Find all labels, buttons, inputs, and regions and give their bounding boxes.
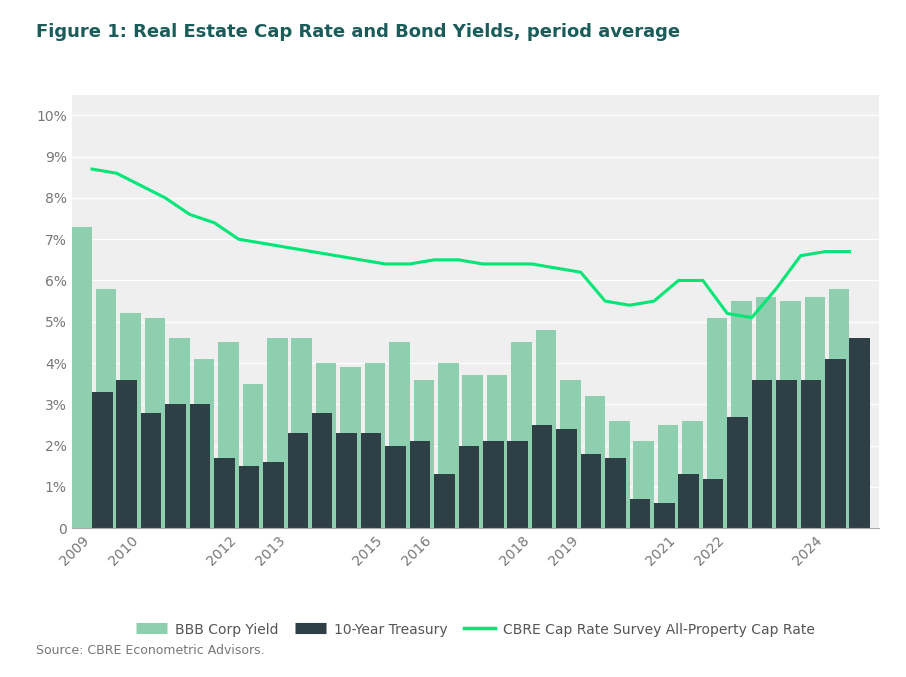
Bar — [145, 318, 165, 528]
Bar — [218, 343, 238, 528]
Bar — [507, 441, 528, 528]
Bar — [556, 429, 577, 528]
Bar — [679, 475, 699, 528]
Bar — [805, 297, 825, 528]
Bar — [385, 445, 406, 528]
Bar — [458, 445, 479, 528]
Bar — [410, 441, 430, 528]
Bar — [801, 380, 821, 528]
Bar — [287, 433, 308, 528]
Bar — [169, 338, 189, 528]
Bar — [336, 433, 357, 528]
Bar — [120, 313, 141, 528]
Bar — [96, 288, 117, 528]
Bar — [316, 363, 336, 528]
Bar — [341, 367, 361, 528]
Bar — [756, 297, 776, 528]
Bar — [776, 380, 796, 528]
Bar — [825, 359, 845, 528]
Bar — [165, 404, 186, 528]
Bar — [413, 380, 434, 528]
Bar — [850, 338, 870, 528]
Bar — [581, 454, 602, 528]
Bar — [141, 412, 161, 528]
Bar — [263, 462, 284, 528]
Bar — [682, 421, 703, 528]
Bar — [267, 338, 287, 528]
Bar — [390, 343, 410, 528]
Bar — [434, 475, 455, 528]
Bar — [654, 503, 675, 528]
Bar — [214, 458, 235, 528]
Bar — [584, 396, 605, 528]
Bar — [633, 441, 654, 528]
Text: Figure 1: Real Estate Cap Rate and Bond Yields, period average: Figure 1: Real Estate Cap Rate and Bond … — [36, 23, 680, 41]
Bar — [658, 425, 679, 528]
Bar — [365, 363, 385, 528]
Bar — [487, 375, 507, 528]
Bar — [703, 479, 723, 528]
Bar — [605, 458, 626, 528]
Bar — [243, 384, 263, 528]
Bar — [92, 392, 112, 528]
Bar — [752, 380, 772, 528]
Bar — [361, 433, 381, 528]
Bar — [829, 288, 850, 528]
Bar — [535, 330, 556, 528]
Bar — [238, 466, 259, 528]
Bar — [72, 227, 92, 528]
Bar — [189, 404, 210, 528]
Bar — [483, 441, 504, 528]
Bar — [780, 301, 801, 528]
Bar — [630, 499, 651, 528]
Bar — [532, 425, 553, 528]
Bar — [194, 359, 214, 528]
Bar — [707, 318, 728, 528]
Bar — [728, 416, 747, 528]
Bar — [609, 421, 630, 528]
Bar — [462, 375, 483, 528]
Bar — [438, 363, 458, 528]
Legend: BBB Corp Yield, 10-Year Treasury, CBRE Cap Rate Survey All-Property Cap Rate: BBB Corp Yield, 10-Year Treasury, CBRE C… — [130, 617, 821, 642]
Bar — [731, 301, 752, 528]
Bar — [117, 380, 137, 528]
Text: Source: CBRE Econometric Advisors.: Source: CBRE Econometric Advisors. — [36, 644, 265, 657]
Bar — [511, 343, 532, 528]
Bar — [292, 338, 312, 528]
Bar — [312, 412, 333, 528]
Bar — [560, 380, 581, 528]
